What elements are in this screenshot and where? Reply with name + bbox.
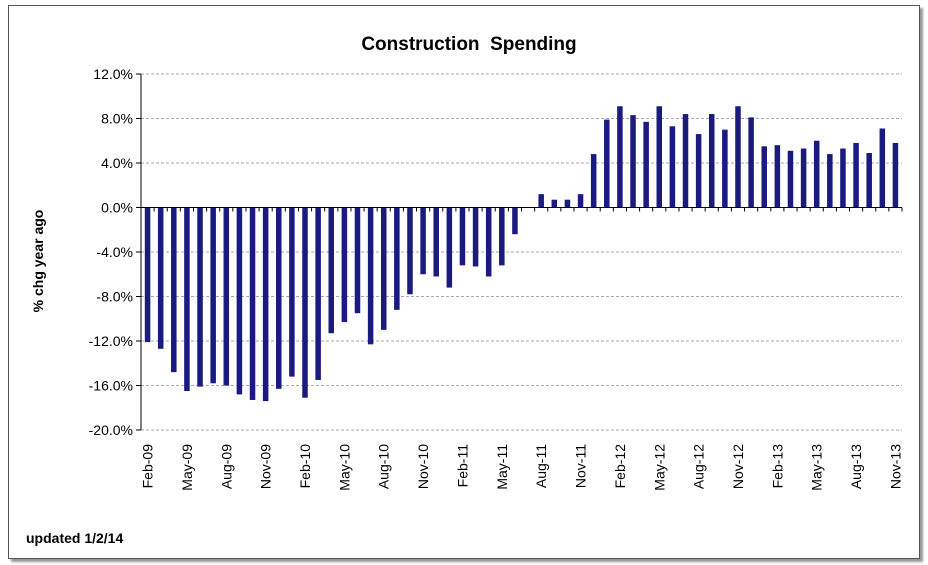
bar	[380, 207, 387, 330]
bar	[813, 140, 820, 208]
bar	[564, 199, 571, 208]
bar	[367, 207, 374, 345]
x-tick-label: Aug-09	[218, 444, 234, 489]
x-tick-label: Nov-10	[415, 444, 431, 489]
bar	[420, 207, 426, 275]
bar	[236, 207, 243, 395]
bar	[394, 207, 400, 310]
y-tick-label: -12.0%	[89, 333, 133, 349]
x-tick-label: Nov-09	[258, 444, 274, 489]
bar	[879, 128, 886, 208]
bar	[354, 207, 361, 314]
y-tick-label: -4.0%	[96, 244, 133, 260]
bar	[656, 106, 663, 208]
x-tick-label: May-11	[494, 444, 510, 490]
bar	[774, 145, 781, 208]
bar	[892, 142, 899, 208]
y-tick-label: 8.0%	[101, 111, 133, 127]
y-tick-label: -20.0%	[89, 422, 133, 438]
chart-svg: Construction Spending 12.0% 8.0% 4.0% 0.0% -…	[26, 34, 903, 546]
bar	[407, 207, 413, 295]
x-tick-label: Aug-13	[848, 444, 864, 489]
x-tick-label: Feb-13	[769, 444, 785, 489]
bar	[223, 207, 230, 386]
bar	[538, 194, 544, 208]
x-tick-label: Nov-12	[730, 444, 746, 489]
bar	[827, 154, 833, 208]
bar	[761, 146, 767, 208]
x-tick-label: Nov-11	[573, 444, 589, 488]
bar	[853, 142, 859, 208]
bar	[708, 114, 715, 208]
bar	[184, 207, 190, 392]
bar	[210, 207, 216, 384]
x-tick-label: May-10	[336, 444, 352, 491]
x-tick-label: May-13	[809, 444, 825, 491]
y-tick-label: 12.0%	[93, 66, 133, 82]
bar	[551, 199, 558, 208]
y-tick-label: 0.0%	[101, 200, 133, 216]
bar	[630, 115, 636, 208]
bar	[249, 207, 256, 400]
x-tick-label: Feb-11	[454, 444, 470, 488]
bar	[485, 207, 492, 277]
bar	[735, 106, 741, 208]
bar	[472, 207, 479, 267]
bar	[144, 207, 151, 343]
chart-frame: Construction Spending 12.0% 8.0% 4.0% 0.0% -…	[8, 5, 920, 559]
bar	[302, 207, 308, 398]
bar	[171, 207, 177, 373]
bar	[341, 207, 348, 323]
bar	[157, 207, 164, 349]
bar	[722, 129, 728, 208]
bar	[433, 207, 439, 277]
bar	[459, 207, 466, 266]
y-axis-ticks: 12.0% 8.0% 4.0% 0.0% -4.0% -8.0% -12.0% -16.0% -…	[89, 66, 141, 438]
bar	[604, 119, 610, 208]
bars	[144, 106, 899, 402]
x-tick-label: Aug-12	[691, 444, 707, 489]
bar	[866, 152, 872, 208]
x-tick-label: May-09	[179, 444, 195, 491]
bar	[512, 207, 518, 235]
bar	[499, 207, 505, 266]
bar	[446, 207, 453, 288]
x-axis-ticks: Feb-09 May-09 Aug-09 Nov-09 Feb-10 May-10 Aug-…	[140, 207, 903, 491]
x-tick-label: Nov-13	[887, 444, 903, 489]
bar	[695, 134, 702, 208]
bar	[643, 121, 649, 208]
bar	[262, 207, 269, 402]
y-tick-label: -8.0%	[96, 289, 133, 305]
bar	[748, 117, 754, 208]
bar	[577, 194, 584, 208]
bar	[276, 207, 282, 389]
y-tick-label: 4.0%	[101, 155, 133, 171]
bar	[289, 207, 295, 377]
y-tick-label: -16.0%	[89, 378, 133, 394]
bar	[590, 154, 597, 208]
bar	[787, 150, 794, 208]
updated-note: updated 1/2/14	[26, 530, 123, 546]
x-tick-label: Aug-10	[376, 444, 392, 489]
bar	[682, 114, 689, 208]
x-tick-label: Feb-12	[612, 444, 628, 489]
x-tick-label: May-12	[651, 444, 667, 491]
bar	[800, 148, 807, 208]
chart-title: Construction Spending	[361, 34, 576, 55]
y-axis-label: % chg year ago	[30, 210, 46, 313]
bar	[840, 148, 846, 208]
x-tick-label: Feb-09	[140, 444, 156, 489]
bar	[617, 106, 623, 208]
x-tick-label: Feb-10	[297, 444, 313, 489]
x-tick-label: Aug-11	[533, 444, 549, 488]
bar	[669, 126, 676, 208]
bar	[315, 207, 321, 380]
bar	[328, 207, 334, 334]
bar	[197, 207, 203, 387]
